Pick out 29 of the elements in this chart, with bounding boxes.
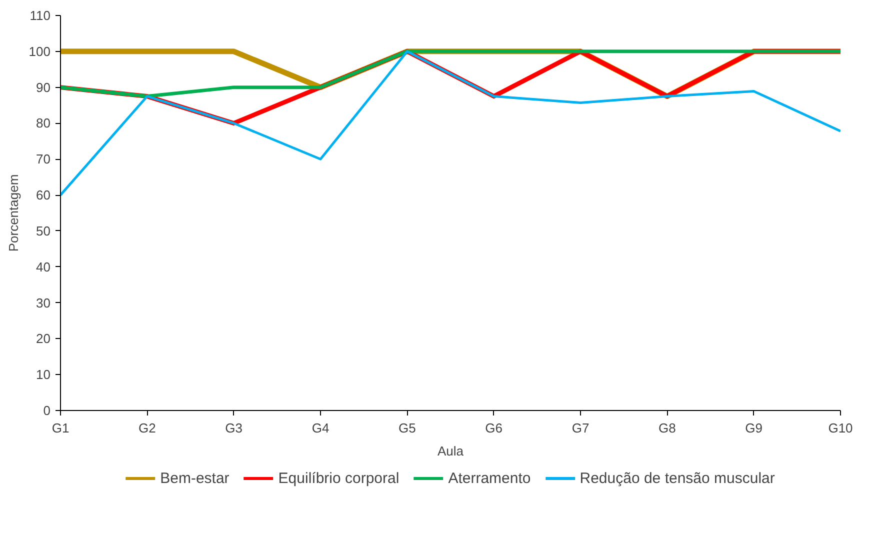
- y-tick-label: 30: [36, 295, 51, 310]
- y-tick-label: 10: [36, 367, 51, 382]
- x-tick-label: G3: [225, 420, 243, 436]
- y-tick-label: 110: [30, 8, 51, 23]
- x-tick-label: G9: [745, 420, 763, 436]
- y-axis-title: Porcentagem: [6, 174, 21, 252]
- y-tick-label: 100: [28, 44, 51, 59]
- x-tick-label: G2: [138, 420, 156, 436]
- y-tick-label: 20: [36, 331, 51, 346]
- y-tick-label: 50: [36, 223, 51, 238]
- x-axis-title: Aula: [437, 444, 464, 458]
- y-tick-label: 90: [36, 80, 51, 95]
- x-tick-label: G7: [572, 420, 590, 436]
- y-tick-label: 70: [36, 152, 51, 167]
- x-tick-label: G6: [485, 420, 503, 436]
- y-tick-label: 0: [43, 403, 51, 418]
- x-tick-label: G10: [828, 420, 853, 436]
- legend-label: Equilíbrio corporal: [278, 470, 400, 486]
- x-tick-label: G8: [658, 420, 676, 436]
- y-tick-label: 40: [36, 259, 51, 274]
- x-tick-label: G1: [52, 420, 70, 436]
- x-tick-label: G5: [398, 420, 416, 436]
- legend-label: Bem-estar: [160, 470, 230, 486]
- y-tick-label: 60: [36, 188, 51, 203]
- legend-label: Redução de tensão muscular: [580, 470, 775, 486]
- y-tick-label: 80: [36, 116, 51, 131]
- legend-label: Aterramento: [448, 470, 531, 486]
- line-series: [60, 50, 840, 196]
- x-tick-label: G4: [312, 420, 330, 436]
